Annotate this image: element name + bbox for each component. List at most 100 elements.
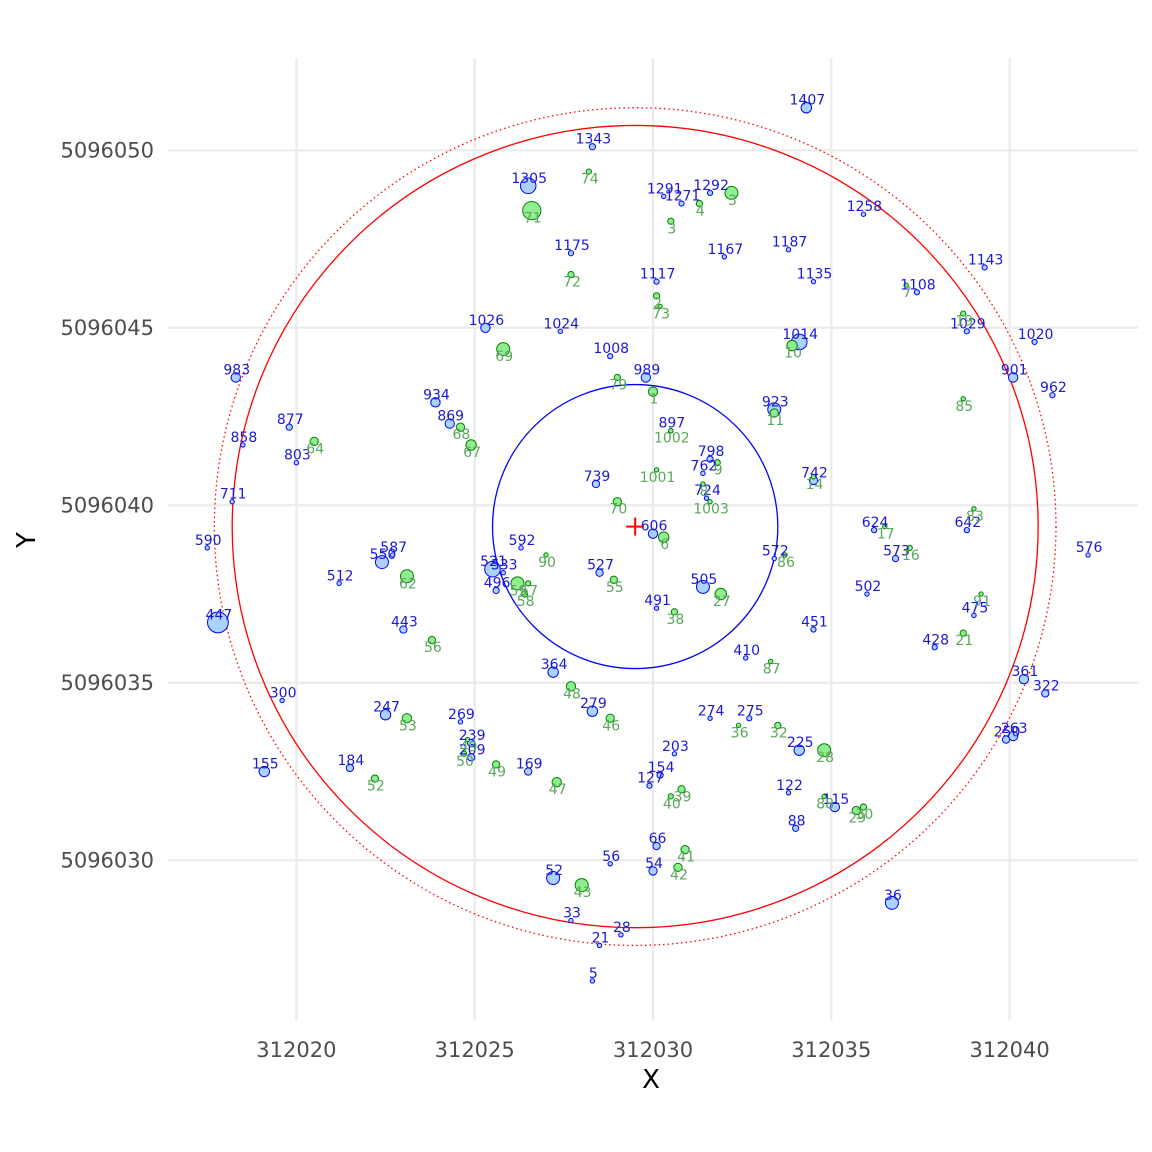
y-axis-title: Y — [12, 532, 42, 549]
green-point-label: 8 — [699, 484, 708, 500]
green-point-label: 79 — [609, 377, 627, 393]
blue-point — [279, 697, 285, 704]
green-point-label: 68 — [453, 427, 471, 443]
green-point-label: 48 — [563, 686, 581, 702]
green-point — [465, 439, 477, 451]
green-point — [460, 750, 468, 757]
x-tick-label: 312020 — [256, 1038, 336, 1062]
blue-point — [646, 782, 653, 789]
blue-point — [484, 560, 501, 578]
blue-point — [931, 644, 938, 651]
green-point — [309, 436, 319, 447]
blue-point — [981, 264, 988, 271]
green-point — [677, 785, 686, 794]
blue-point-label: 428 — [922, 632, 949, 648]
green-point-label: 30 — [855, 807, 873, 823]
y-tick-label: 5096040 — [60, 493, 154, 517]
green-point — [370, 774, 379, 783]
green-point — [574, 878, 589, 893]
green-point-label: 27 — [713, 594, 731, 610]
blue-point-label: 184 — [338, 753, 365, 769]
green-point-label: 38 — [666, 612, 684, 628]
green-point — [653, 467, 660, 473]
blue-point — [648, 866, 658, 876]
green-point-label: 40 — [663, 796, 681, 812]
green-point — [647, 386, 659, 397]
blue-point — [374, 555, 389, 570]
green-point-label: 42 — [670, 867, 688, 883]
blue-point-label: 590 — [195, 533, 222, 549]
blue-point-label: 1175 — [554, 238, 590, 254]
blue-point-label: 962 — [1040, 380, 1067, 396]
blue-point-label: 122 — [776, 778, 803, 794]
green-point — [851, 805, 861, 816]
green-point-label: 43 — [574, 885, 592, 901]
green-point — [707, 499, 713, 505]
blue-point — [557, 328, 563, 335]
blue-point-label: 606 — [641, 519, 668, 535]
blue-point-label: 364 — [541, 657, 568, 673]
blue-point — [547, 666, 559, 678]
blue-point-label: 263 — [1001, 721, 1028, 737]
blue-point-label: 274 — [698, 703, 725, 719]
green-point-label: 46 — [602, 718, 620, 734]
blue-point-label: 1305 — [511, 171, 547, 187]
blue-point — [336, 580, 342, 587]
blue-point-label: 155 — [252, 757, 279, 773]
blue-point-label: 225 — [787, 735, 814, 751]
blue-point-label: 1024 — [543, 316, 579, 332]
blue-point-label: 877 — [277, 412, 304, 428]
blue-point-label: 209 — [459, 742, 486, 758]
data-points — [204, 101, 1091, 984]
green-point — [520, 590, 529, 598]
blue-point-label: 1026 — [469, 313, 505, 329]
blue-point-label: 624 — [862, 515, 889, 531]
blue-point — [240, 442, 246, 448]
green-point-label: 39 — [674, 789, 692, 805]
blue-point-label: 28 — [613, 920, 631, 936]
blue-point — [785, 790, 792, 796]
blue-point — [589, 978, 596, 984]
blue-point — [1008, 730, 1019, 742]
blue-point-label: 573 — [883, 544, 910, 560]
x-axis-title: X — [642, 1065, 660, 1095]
blue-point — [430, 397, 441, 408]
blue-point-label: 33 — [563, 906, 581, 922]
blue-point — [500, 570, 506, 576]
green-point — [960, 310, 967, 317]
green-point — [609, 575, 618, 584]
green-point-label: 19 — [955, 314, 973, 330]
green-point — [882, 523, 888, 530]
green-point — [724, 185, 739, 200]
green-point-label: 71 — [524, 211, 542, 227]
green-point — [510, 576, 525, 591]
blue-point — [618, 932, 624, 938]
green-point-label: 49 — [488, 764, 506, 780]
blue-point-label: 505 — [691, 572, 718, 588]
blue-point — [810, 626, 817, 633]
blue-point-label: 247 — [373, 700, 400, 716]
blue-point — [1085, 552, 1091, 558]
green-point — [613, 373, 621, 382]
green-point-label: 21 — [955, 633, 973, 649]
blue-point-label: 1135 — [797, 267, 833, 283]
blue-point-label: 5 — [589, 966, 598, 982]
blue-point — [607, 861, 613, 867]
blue-point — [595, 568, 604, 577]
green-point-label: 9 — [714, 463, 723, 479]
green-point — [906, 544, 913, 551]
green-point-label: 74 — [581, 172, 599, 188]
blue-point-label: 502 — [855, 579, 882, 595]
blue-point-label: 1108 — [900, 277, 936, 293]
blue-point-label: 52 — [545, 863, 563, 879]
blue-point-label: 1143 — [968, 252, 1004, 268]
blue-point-label: 572 — [762, 544, 789, 560]
green-point — [817, 743, 832, 758]
green-point-label: 1001 — [640, 470, 676, 486]
blue-point-label: 869 — [437, 409, 464, 425]
green-point-label: 64 — [306, 441, 324, 457]
green-point-label: 6 — [660, 537, 669, 553]
y-tick-label: 5096030 — [60, 848, 154, 872]
